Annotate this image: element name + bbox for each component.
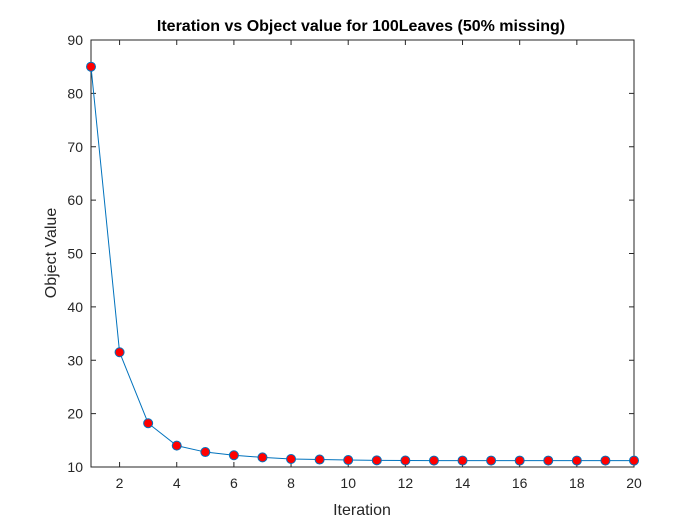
y-tick-label: 40 [67, 299, 83, 315]
y-tick-label: 70 [67, 139, 83, 155]
y-tick-label: 60 [67, 192, 83, 208]
plot-area: 2 4 6 8 10 12 14 16 18 20 10 20 30 40 50 60 70 80 90 [67, 32, 642, 491]
x-tick-label: 18 [569, 475, 585, 491]
data-point [400, 455, 411, 466]
data-point [228, 450, 239, 461]
data-point [486, 455, 497, 466]
data-point [457, 455, 468, 466]
x-tick-label: 6 [230, 475, 238, 491]
data-point [314, 454, 325, 465]
series-layer [86, 61, 639, 466]
data-point [257, 452, 268, 463]
data-point [114, 347, 125, 358]
x-axis-label: Iteration [333, 502, 391, 519]
x-tick-label: 8 [287, 475, 295, 491]
x-axis-ticks: 2 4 6 8 10 12 14 16 18 20 [116, 40, 642, 491]
x-tick-label: 10 [340, 475, 356, 491]
y-tick-label: 50 [67, 246, 83, 262]
x-tick-label: 12 [398, 475, 414, 491]
x-tick-label: 20 [626, 475, 642, 491]
data-point [543, 455, 554, 466]
data-point [143, 418, 154, 429]
y-tick-label: 30 [67, 352, 83, 368]
data-point [600, 455, 611, 466]
chart-title: Iteration vs Object value for 100Leaves … [157, 18, 565, 35]
axes-box [90, 39, 635, 468]
data-point [171, 440, 182, 451]
data-point [514, 455, 525, 466]
data-point [86, 61, 96, 72]
y-tick-label: 20 [67, 406, 83, 422]
data-point [571, 455, 582, 466]
y-tick-label: 80 [67, 85, 83, 101]
x-tick-label: 4 [173, 475, 181, 491]
data-point [428, 455, 439, 466]
data-point [371, 455, 382, 466]
data-point [286, 453, 297, 464]
x-tick-label: 14 [455, 475, 471, 491]
x-tick-label: 16 [512, 475, 528, 491]
x-tick-label: 2 [116, 475, 124, 491]
y-tick-label: 10 [67, 459, 83, 475]
y-tick-label: 90 [67, 32, 83, 48]
y-axis-ticks: 10 20 30 40 50 60 70 80 90 [67, 32, 634, 475]
y-axis-label: Object Value [43, 208, 60, 299]
data-point [343, 455, 354, 466]
data-point [629, 455, 639, 466]
data-point [200, 447, 211, 458]
